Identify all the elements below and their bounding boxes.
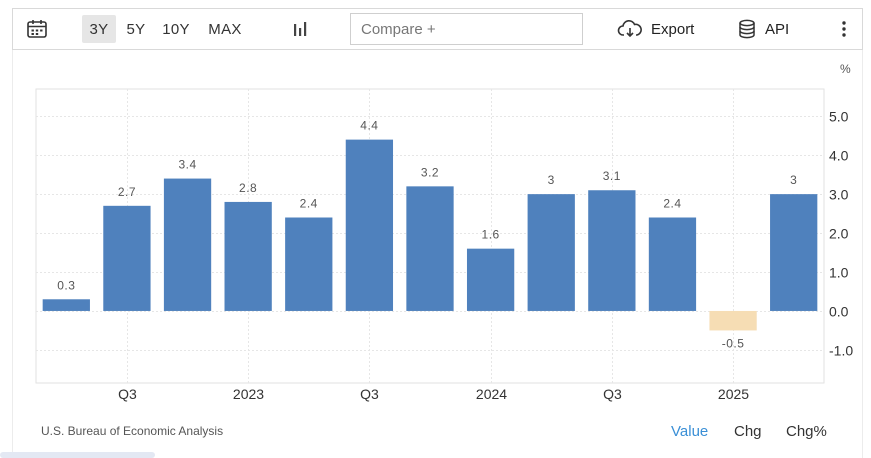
x-tick-label: 2023 (233, 386, 264, 402)
x-tick-label: 2024 (476, 386, 507, 402)
bar-value-label: 3.1 (603, 169, 621, 183)
bar-value-label: 3 (548, 173, 555, 187)
mode-chg-button[interactable]: Chg (734, 423, 762, 440)
y-tick-label: 0.0 (829, 304, 849, 320)
bar (648, 217, 697, 311)
bar-value-label: 2.7 (118, 185, 136, 199)
y-tick-label: 5.0 (829, 109, 849, 125)
bar (466, 248, 515, 311)
bar-value-label: 0.3 (57, 278, 75, 292)
bar (345, 139, 394, 311)
bar (527, 194, 575, 311)
bar-value-label: 3.2 (421, 165, 439, 179)
range-10y-button[interactable]: 10Y (162, 20, 190, 38)
export-label: Export (651, 20, 695, 38)
bar-value-label: 3 (790, 173, 797, 187)
y-tick-label: 1.0 (829, 265, 849, 281)
bar-value-label: 2.8 (239, 181, 257, 195)
chart-card (12, 50, 863, 458)
calendar-icon[interactable] (19, 9, 55, 49)
bar-chart-icon[interactable] (286, 9, 314, 49)
bar (285, 217, 333, 311)
bar (224, 201, 272, 311)
source-label: U.S. Bureau of Economic Analysis (41, 424, 224, 438)
range-5y-button[interactable]: 5Y (126, 20, 146, 38)
bar (163, 178, 212, 311)
y-tick-label: 4.0 (829, 148, 849, 164)
bar-value-label: 3.4 (178, 158, 196, 172)
bar (770, 194, 818, 311)
api-button[interactable]: API (737, 9, 797, 49)
y-tick-label: 2.0 (829, 226, 849, 242)
export-button[interactable]: Export (617, 9, 701, 49)
api-label: API (765, 20, 790, 38)
bar-value-label: -0.5 (722, 336, 745, 350)
bar (42, 299, 90, 311)
bar (709, 310, 757, 331)
compare-placeholder: Compare + (361, 20, 436, 38)
x-tick-label: Q3 (360, 386, 379, 402)
x-tick-label: Q3 (118, 386, 137, 402)
y-tick-label: 3.0 (829, 187, 849, 203)
mode-value-button[interactable]: Value (671, 423, 709, 440)
bar-value-label: 1.6 (482, 228, 500, 242)
mode-chg-pct-button[interactable]: Chg% (786, 423, 827, 440)
bar-value-label: 2.4 (663, 197, 681, 211)
cloud-download-icon (617, 20, 642, 38)
database-icon (739, 19, 755, 39)
bar (406, 186, 454, 311)
compare-input[interactable]: Compare + (350, 13, 583, 45)
range-max-button[interactable]: MAX (208, 20, 242, 38)
bar-value-label: 4.4 (360, 119, 378, 133)
bar (588, 190, 636, 311)
y-tick-label: -1.0 (829, 343, 853, 359)
horizontal-scrollbar[interactable] (0, 452, 155, 458)
plot-area (35, 88, 825, 384)
bar-value-label: 2.4 (300, 197, 318, 211)
bar (103, 205, 151, 311)
range-3y-button[interactable]: 3Y (82, 15, 116, 43)
more-vertical-icon[interactable] (833, 9, 855, 49)
unit-label: % (840, 62, 851, 76)
x-tick-label: 2025 (718, 386, 749, 402)
chart-toolbar: 3Y 5Y 10Y MAX Compare + Export API (12, 8, 863, 50)
x-tick-label: Q3 (603, 386, 622, 402)
